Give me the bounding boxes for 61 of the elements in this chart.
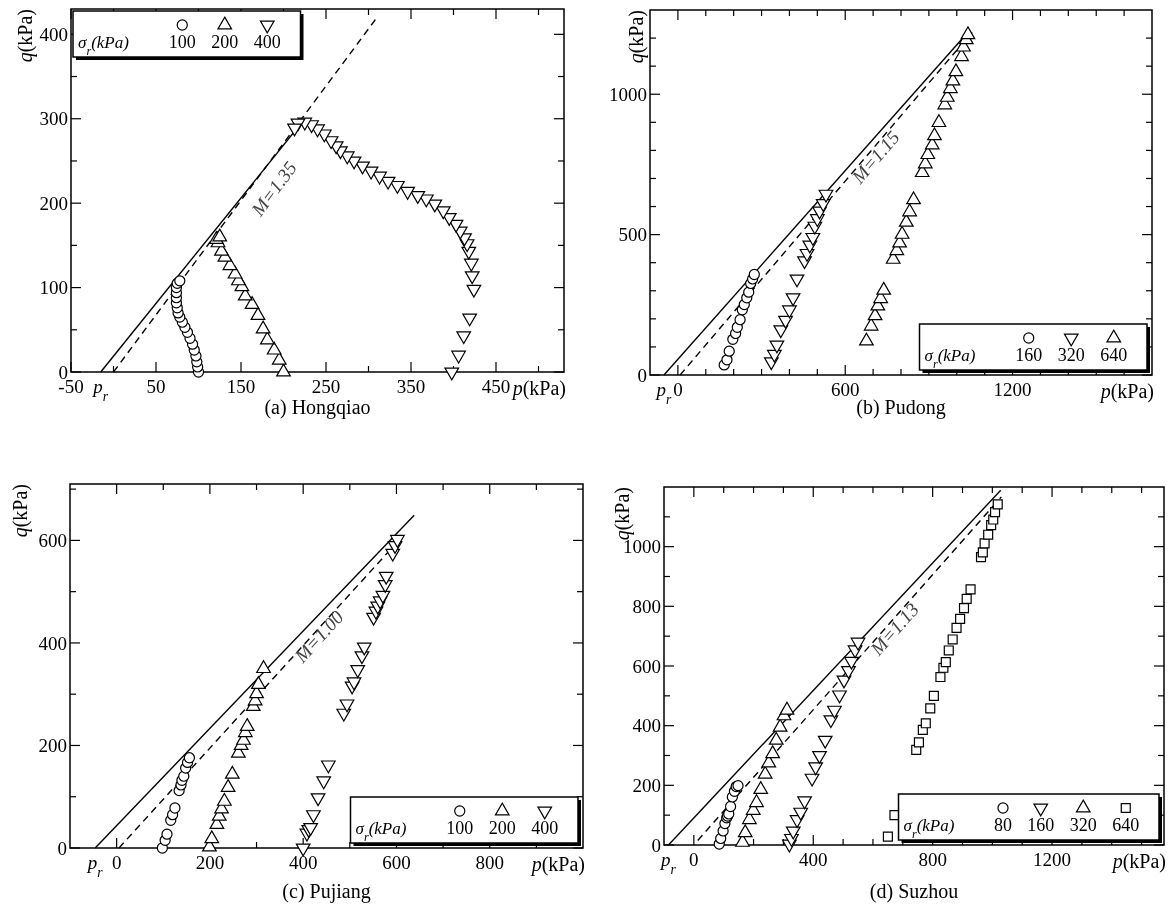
legend-label: 100 xyxy=(168,32,196,52)
y-axis-title: q(kPa) xyxy=(625,10,648,64)
y-tick-label: 600 xyxy=(632,655,661,677)
x-tick-label: 150 xyxy=(226,376,256,397)
y-tick-label: 500 xyxy=(618,224,647,246)
x-tick-label: 600 xyxy=(382,852,411,873)
x-axis-title: p(kPa) xyxy=(510,377,566,400)
y-tick-label: 0 xyxy=(651,834,661,856)
y-tick-label: 600 xyxy=(38,530,67,552)
legend-label: 160 xyxy=(1027,815,1055,835)
legend-label: 640 xyxy=(1112,815,1140,835)
legend-label: 80 xyxy=(994,815,1012,835)
y-tick-label: 200 xyxy=(38,735,67,757)
x-tick-label: 800 xyxy=(918,849,947,870)
y-axis-title: q(kPa) xyxy=(9,484,32,538)
x-axis-title: p(kPa) xyxy=(1098,380,1154,403)
y-tick-label: 800 xyxy=(632,595,661,617)
x-tick-label: 0 xyxy=(673,379,683,400)
legend-label: 320 xyxy=(1069,815,1097,835)
x-tick-label: 50 xyxy=(146,376,166,397)
x-tick-label: 450 xyxy=(481,376,511,397)
legend-title: σ$_{r}$(kPa) xyxy=(355,819,407,844)
legend-label: 320 xyxy=(1057,345,1085,365)
legend-label: 100 xyxy=(446,818,474,838)
y-tick-label: 100 xyxy=(39,277,68,299)
y-tick-label: 400 xyxy=(632,715,661,737)
legend-label: 200 xyxy=(211,32,239,52)
x-tick-label: 250 xyxy=(311,376,341,397)
legend-label: 160 xyxy=(1015,345,1043,365)
x-tick-label: 400 xyxy=(799,849,828,870)
x-tick-label: 1200 xyxy=(993,379,1032,400)
x-tick-label: 0 xyxy=(689,849,699,870)
legend-title: σ$_{r}$(kPa) xyxy=(903,816,955,841)
y-tick-label: 400 xyxy=(39,23,68,45)
legend-label: 640 xyxy=(1100,345,1128,365)
x-axis-title: p(kPa) xyxy=(1110,850,1166,873)
annotation: p$_{r}$ xyxy=(654,379,673,407)
y-tick-label: 200 xyxy=(39,192,68,214)
y-axis-title: q(kPa) xyxy=(14,9,37,63)
legend-label: 400 xyxy=(253,32,281,52)
x-tick-label: 350 xyxy=(396,376,426,397)
y-tick-label: 300 xyxy=(39,108,68,130)
annotation: p$_{r}$ xyxy=(91,376,109,404)
legend-label: 200 xyxy=(488,818,516,838)
legend-title: σ$_{r}$(kPa) xyxy=(924,346,976,371)
x-axis-title: p(kPa) xyxy=(529,853,585,876)
annotation: p$_{r}$ xyxy=(85,852,104,880)
text: (c) Pujiang xyxy=(282,880,371,903)
y-tick-label: 200 xyxy=(632,774,661,796)
x-tick-label: 200 xyxy=(195,852,225,873)
x-tick-label: 1200 xyxy=(1033,849,1072,870)
text: (d) Suzhou xyxy=(869,880,959,903)
x-tick-label: 800 xyxy=(475,852,504,873)
y-tick-label: 400 xyxy=(38,632,67,654)
legend-label: 400 xyxy=(531,818,559,838)
text: (a) Hongqiao xyxy=(264,396,371,419)
x-tick-label: 0 xyxy=(111,852,122,873)
legend-title: σ$_{r}$(kPa) xyxy=(78,33,130,58)
annotation: p$_{r}$ xyxy=(659,849,677,877)
x-tick-label: 400 xyxy=(288,852,318,873)
y-tick-label: 1000 xyxy=(609,83,647,105)
